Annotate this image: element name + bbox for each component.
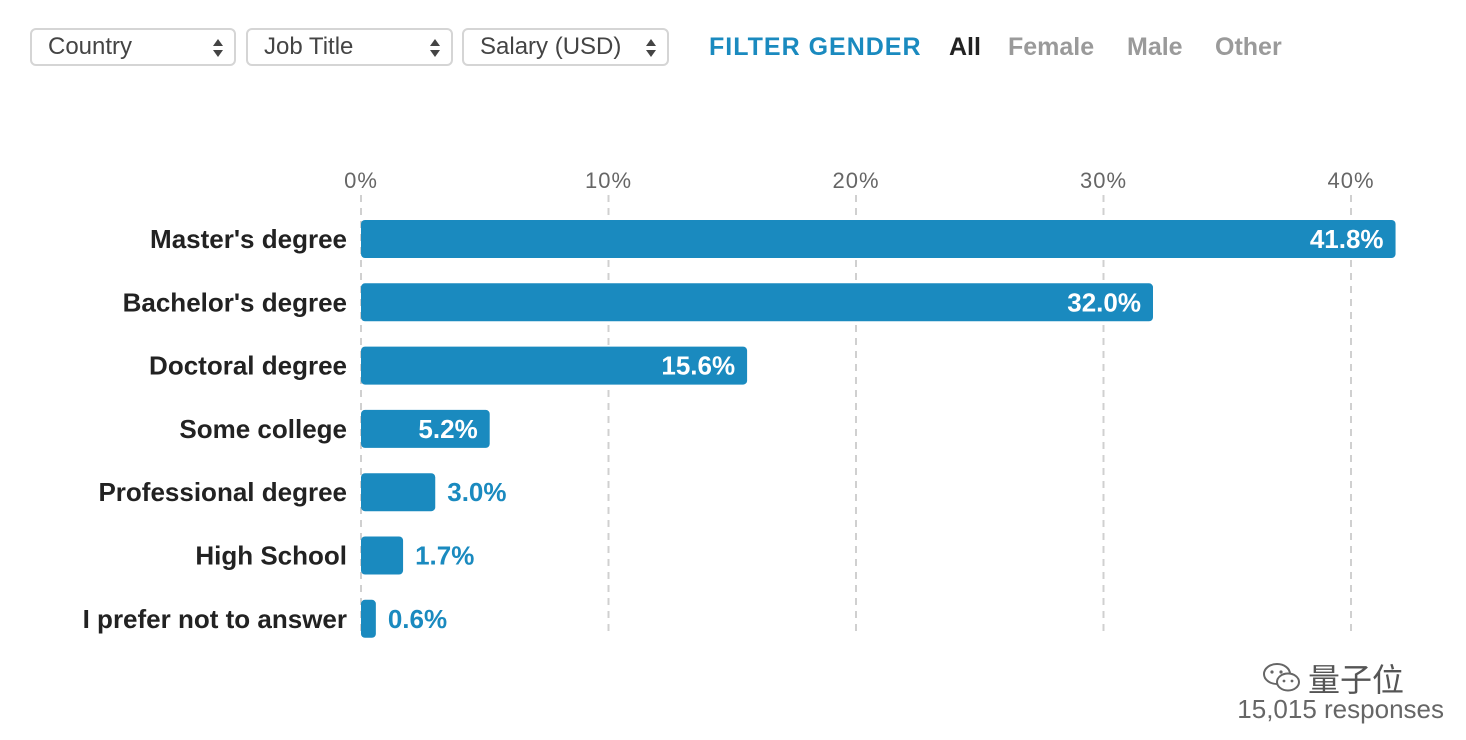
filter-gender-label: FILTER GENDER: [709, 33, 922, 61]
bar: [361, 599, 376, 638]
gender-option-all[interactable]: All: [949, 33, 981, 61]
x-tick-label: 40%: [1327, 168, 1374, 193]
category-label: Doctoral degree: [149, 351, 347, 381]
x-tick-label: 20%: [832, 168, 879, 193]
job-title-select-label: Job Title: [264, 33, 354, 60]
category-label: Master's degree: [150, 224, 347, 254]
bar: [361, 473, 436, 512]
gender-option-female[interactable]: Female: [1008, 33, 1095, 61]
value-label: 41.8%: [1310, 224, 1384, 254]
salary-select[interactable]: Salary (USD): [462, 28, 669, 66]
value-label: 5.2%: [418, 414, 477, 444]
category-label: I prefer not to answer: [83, 604, 347, 634]
country-select-label: Country: [48, 33, 133, 60]
country-select[interactable]: Country: [30, 28, 236, 66]
category-label: Professional degree: [98, 477, 347, 507]
watermark: 量子位: [1262, 656, 1432, 700]
value-label: 1.7%: [415, 541, 474, 571]
x-tick-label: 30%: [1080, 168, 1127, 193]
x-tick-label: 0%: [344, 168, 378, 193]
category-label: Bachelor's degree: [123, 287, 347, 317]
value-label: 15.6%: [661, 351, 735, 381]
x-tick-label: 10%: [585, 168, 632, 193]
watermark-text: 量子位: [1308, 661, 1405, 699]
salary-select-label: Salary (USD): [480, 33, 622, 60]
bar: [361, 220, 1396, 258]
responses-count: 15,015 responses: [1237, 694, 1444, 724]
sort-arrows-icon: [213, 39, 223, 57]
sort-arrows-icon: [646, 39, 656, 57]
category-label: Some college: [179, 414, 347, 444]
value-label: 32.0%: [1067, 287, 1141, 317]
bar: [361, 536, 404, 575]
wechat-icon: [1263, 663, 1300, 692]
bar: [361, 409, 490, 448]
value-label: 0.6%: [388, 604, 447, 634]
value-label: 3.0%: [447, 477, 506, 507]
bar: [361, 346, 748, 385]
gender-option-male[interactable]: Male: [1127, 33, 1183, 61]
category-label: High School: [195, 541, 347, 571]
bar: [361, 283, 1153, 322]
gender-option-other[interactable]: Other: [1215, 33, 1282, 61]
sort-arrows-icon: [430, 39, 440, 57]
job-title-select[interactable]: Job Title: [246, 28, 453, 66]
